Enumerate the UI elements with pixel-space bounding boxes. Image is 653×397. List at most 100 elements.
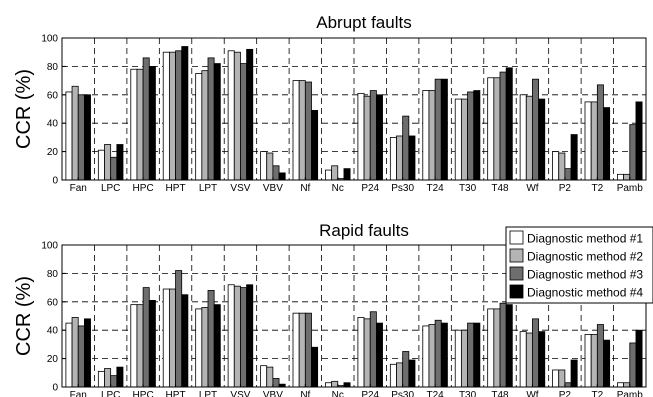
- bar: [590, 101, 598, 181]
- x-tick-label: Fan: [70, 183, 87, 194]
- bar: [552, 369, 560, 388]
- y-tick-label: 40: [47, 119, 59, 130]
- bar: [162, 288, 170, 388]
- y-tick-label: 0: [52, 383, 58, 394]
- bar: [142, 287, 150, 388]
- bar: [325, 382, 333, 388]
- bar: [298, 312, 306, 388]
- bar: [389, 363, 397, 388]
- bar: [454, 329, 462, 388]
- bar: [440, 322, 448, 388]
- bar: [363, 318, 371, 388]
- x-tick-label: P2: [559, 183, 572, 194]
- bar: [168, 288, 176, 388]
- bar: [77, 94, 85, 181]
- bar: [596, 84, 604, 181]
- bar: [369, 311, 377, 388]
- x-tick-label: VBV: [263, 183, 283, 194]
- x-tick-label: HPT: [166, 390, 186, 397]
- x-tick-label: Nc: [332, 390, 344, 397]
- bar: [525, 95, 533, 181]
- bar: [240, 63, 248, 181]
- bar: [617, 382, 625, 388]
- bar: [584, 101, 592, 181]
- bar: [487, 308, 495, 388]
- legend-swatch: [509, 230, 524, 245]
- x-tick-label: HPT: [166, 183, 186, 194]
- y-axis-label: CCR (%): [13, 69, 35, 149]
- bar: [603, 339, 611, 388]
- x-tick-label: T24: [426, 183, 444, 194]
- bar: [552, 151, 560, 181]
- y-tick-label: 100: [41, 241, 58, 252]
- x-tick-label: VSV: [230, 183, 250, 194]
- bar: [467, 322, 475, 388]
- x-tick-label: T48: [491, 183, 509, 194]
- x-tick-label: T30: [459, 183, 477, 194]
- bar: [422, 325, 430, 388]
- bar: [635, 329, 643, 388]
- bar: [493, 308, 501, 388]
- bar: [240, 287, 248, 388]
- bar: [467, 91, 475, 181]
- bar: [181, 294, 189, 388]
- bar: [227, 284, 235, 388]
- bar: [460, 329, 468, 388]
- bar: [519, 94, 527, 181]
- bar: [538, 98, 546, 181]
- bar: [343, 168, 351, 181]
- bar: [590, 334, 598, 388]
- bar: [272, 165, 280, 181]
- bar: [260, 151, 268, 181]
- bar: [343, 382, 351, 388]
- bar: [570, 359, 578, 388]
- bar: [71, 85, 79, 181]
- x-tick-label: T48: [491, 390, 509, 397]
- legend-swatch: [509, 248, 524, 263]
- bar: [473, 322, 481, 388]
- legend-label: Diagnostic method #2: [527, 250, 643, 264]
- bar: [499, 302, 507, 388]
- bar: [519, 331, 527, 388]
- bar: [396, 362, 404, 388]
- bar: [408, 359, 416, 388]
- bar: [116, 144, 124, 181]
- bar: [603, 107, 611, 181]
- bar: [201, 307, 209, 388]
- y-axis-label: CCR (%): [13, 276, 35, 356]
- bar: [538, 331, 546, 388]
- legend-swatch: [509, 284, 524, 299]
- bar: [596, 324, 604, 388]
- bar: [195, 73, 203, 181]
- bar: [396, 135, 404, 181]
- bar: [136, 68, 144, 181]
- bar: [104, 368, 112, 388]
- bar: [233, 285, 241, 388]
- y-tick-label: 0: [52, 176, 58, 187]
- bar: [175, 270, 183, 388]
- y-tick-label: 80: [47, 269, 59, 280]
- bar: [213, 63, 221, 181]
- bar: [505, 67, 513, 181]
- bar: [272, 378, 280, 388]
- bar: [629, 124, 637, 181]
- bar: [564, 382, 572, 388]
- bar: [389, 136, 397, 181]
- bar: [136, 304, 144, 388]
- bar: [83, 94, 91, 181]
- bar: [304, 312, 312, 388]
- bar: [434, 319, 442, 388]
- bar: [493, 77, 501, 181]
- bar: [357, 92, 365, 181]
- bar: [331, 165, 339, 181]
- bar: [65, 91, 73, 181]
- bar: [617, 173, 625, 181]
- bar: [558, 152, 566, 181]
- bar: [148, 66, 156, 181]
- bar: [375, 94, 383, 181]
- x-tick-label: LPT: [199, 390, 217, 397]
- x-tick-label: T2: [591, 390, 603, 397]
- bar: [213, 304, 221, 388]
- bar: [402, 351, 410, 388]
- bar: [266, 366, 274, 388]
